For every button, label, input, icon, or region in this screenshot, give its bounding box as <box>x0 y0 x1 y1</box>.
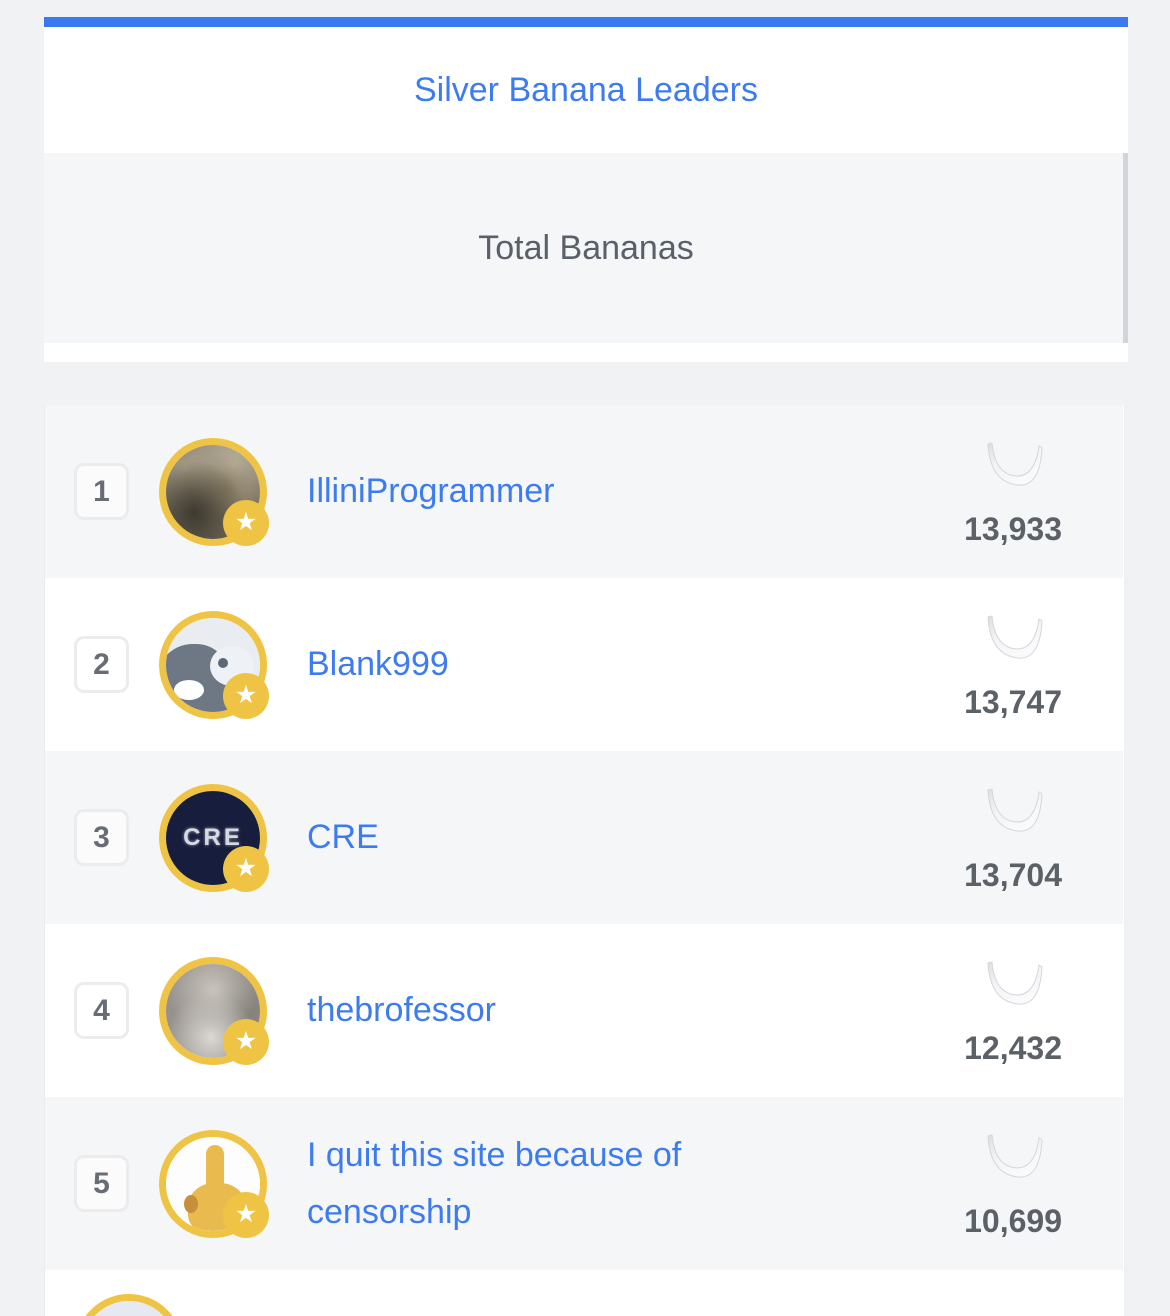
username-link[interactable]: CRE <box>307 818 379 857</box>
star-icon: ★ <box>234 508 258 536</box>
bearded-man-photo-avatar[interactable]: ★ <box>159 956 269 1065</box>
rank-badge: 3 <box>74 809 129 866</box>
accent-bar <box>44 17 1128 27</box>
rank-badge: 4 <box>74 982 129 1039</box>
leaderboard-row: 6 ★ <box>45 1270 1123 1316</box>
star-icon: ★ <box>234 854 258 882</box>
leaderboard-row: 1 ★ IlliniProgrammer 13,933 <box>45 405 1123 578</box>
scrollbar-thumb[interactable] <box>1123 153 1128 343</box>
rank-number: 1 <box>93 474 110 508</box>
rank-badge: 2 <box>74 636 129 693</box>
username-link[interactable]: IlliniProgrammer <box>307 472 555 511</box>
silver-banana-icon <box>987 788 1043 832</box>
username-link[interactable]: I quit this site because of censorship <box>307 1136 682 1231</box>
leaderboard-table: 1 ★ IlliniProgrammer 13,933 2 ★ Blank999 <box>44 405 1129 1316</box>
banana-count: 12,432 <box>964 1030 1062 1066</box>
leaderboard-row: 3 CRE ★ CRE 13,704 <box>45 751 1123 924</box>
banana-total: 12,432 <box>964 957 1062 1067</box>
leaderboard-row: 2 ★ Blank999 13,747 <box>45 578 1123 751</box>
leaderboard-row: 4 ★ thebrofessor 12,432 <box>45 924 1123 1097</box>
car-photo-avatar[interactable]: ★ <box>159 437 269 546</box>
rank-number: 2 <box>93 647 110 681</box>
banana-count: 13,747 <box>964 684 1062 720</box>
banana-count: 10,699 <box>964 1203 1062 1239</box>
avatar-logo-text: CRE <box>183 823 243 851</box>
username-link[interactable]: Blank999 <box>307 645 449 684</box>
star-badge-icon: ★ <box>223 845 269 892</box>
rank-badge: 5 <box>74 1155 129 1212</box>
column-header-total-bananas: Total Bananas <box>478 228 694 267</box>
rank-number: 4 <box>93 993 110 1027</box>
banana-total: 13,933 <box>964 438 1062 548</box>
star-badge-icon: ★ <box>223 1191 269 1238</box>
leaderboard-header-card: Silver Banana Leaders Total Bananas <box>44 17 1128 362</box>
partial-avatar[interactable]: ★ <box>75 1294 183 1316</box>
silver-banana-icon <box>987 961 1043 1005</box>
star-icon: ★ <box>234 681 258 709</box>
star-icon: ★ <box>234 1200 258 1228</box>
silver-banana-icon <box>987 615 1043 659</box>
star-icon: ★ <box>234 1027 258 1055</box>
silver-banana-icon <box>987 1134 1043 1178</box>
rank-badge: 1 <box>74 463 129 520</box>
username-link[interactable]: thebrofessor <box>307 991 496 1030</box>
banana-total: 10,699 <box>964 1130 1062 1240</box>
leaderboard-row: 5 ★ I quit this site because of censorsh… <box>45 1097 1123 1270</box>
star-badge-icon: ★ <box>223 672 269 719</box>
column-header-area: Total Bananas <box>44 153 1128 343</box>
banana-total: 13,704 <box>964 784 1062 894</box>
rank-number: 3 <box>93 820 110 854</box>
gray-figure-avatar[interactable]: ★ <box>159 610 269 719</box>
banana-count: 13,704 <box>964 857 1062 893</box>
cre-logo-avatar[interactable]: CRE ★ <box>159 783 269 892</box>
rank-number: 5 <box>93 1166 110 1200</box>
star-badge-icon: ★ <box>223 1018 269 1065</box>
page-title[interactable]: Silver Banana Leaders <box>413 70 758 109</box>
banana-count: 13,933 <box>964 511 1062 547</box>
scrollbar-track[interactable] <box>1124 405 1129 1316</box>
middle-finger-avatar[interactable]: ★ <box>159 1129 269 1238</box>
star-badge-icon: ★ <box>223 499 269 546</box>
banana-total: 13,747 <box>964 611 1062 721</box>
silver-banana-icon <box>987 442 1043 486</box>
